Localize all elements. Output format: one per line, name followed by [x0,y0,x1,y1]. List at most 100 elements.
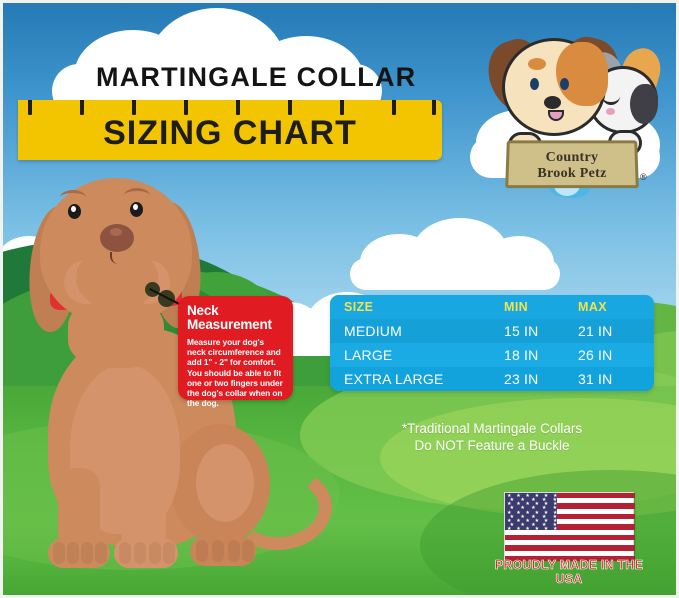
logo-cat-eye-icon [602,96,620,105]
logo-dog-patch [556,42,608,106]
table-cell-min: 15 IN [504,323,539,339]
table-row: EXTRA LARGE 23 IN 31 IN [330,367,654,391]
flag-star-icon: ★ [525,501,530,508]
table-cell-size: EXTRA LARGE [344,371,444,387]
ruler-ticks [18,100,442,116]
buckle-footnote: *Traditional Martingale Collars Do NOT F… [330,420,654,454]
table-row: MEDIUM 15 IN 21 IN [330,319,654,343]
table-cell-max: 31 IN [578,371,613,387]
flag-star-icon: ★ [552,497,558,504]
flag-star-icon: ★ [541,505,547,512]
footnote-line-2: Do NOT Feature a Buckle [414,438,570,453]
flag-star-icon: ★ [543,501,549,508]
flag-star-icon: ★ [553,493,558,500]
flag-star-icon: ★ [516,501,521,508]
page-title: SIZING CHART [103,114,357,152]
flag-star-icon: ★ [543,525,549,532]
flag-star-icon: ★ [553,501,558,508]
flag-star-icon: ★ [516,509,521,516]
dog-eyebrow [124,188,150,203]
flag-star-icon: ★ [531,497,536,504]
flag-star-icon: ★ [525,493,530,500]
made-in-usa-badge: ★ ★ ★ ★ ★ ★ ★ ★ ★ ★ ★ ★ ★ ★ ★ ★ ★ ★ ★ ★ ★ ★ ★ ★ ★ ★ ★ ★ ★ ★ ★ ★ ★ ★ ★ ★ ★ ★ ★ ★… [495,492,643,586]
flag-star-icon: ★ [543,509,549,516]
flag-star-icon: ★ [531,513,536,520]
logo-dog-nose-icon [544,96,561,109]
flag-star-icon: ★ [525,517,530,524]
table-cell-min: 23 IN [504,371,539,387]
flag-star-icon: ★ [516,517,521,524]
flag-star-icon: ★ [534,493,540,500]
dog-illustration [14,168,337,580]
flag-star-icon: ★ [509,497,515,504]
dog-eye-highlight [71,206,76,212]
flag-star-icon: ★ [552,521,558,528]
flag-star-icon: ★ [553,509,558,516]
country-brook-petz-logo: Country Brook Petz ® [479,22,666,198]
usa-flag-icon: ★ ★ ★ ★ ★ ★ ★ ★ ★ ★ ★ ★ ★ ★ ★ ★ ★ ★ ★ ★ ★ ★ ★ ★ ★ ★ ★ ★ ★ ★ ★ ★ ★ ★ ★ ★ ★ ★ ★ ★… [504,492,635,561]
flag-star-icon: ★ [534,509,540,516]
table-header-size: SIZE [344,300,374,314]
flag-star-icon: ★ [543,517,549,524]
flag-star-icon: ★ [531,521,536,528]
flag-star-icon: ★ [520,497,525,504]
cloud-shape [350,218,560,290]
flag-star-icon: ★ [553,525,558,532]
table-header-min: MIN [504,300,529,314]
flag-star-icon: ★ [552,505,558,512]
flag-star-icon: ★ [525,525,530,532]
table-row: LARGE 18 IN 26 IN [330,343,654,367]
flag-star-icon: ★ [531,505,536,512]
flag-star-icon: ★ [516,493,521,500]
flag-star-icon: ★ [534,501,540,508]
dog-paw [114,538,178,568]
ruler-banner: SIZING CHART [18,100,442,160]
flag-star-icon: ★ [507,525,512,532]
flag-star-icon: ★ [552,513,558,520]
flag-star-icon: ★ [520,505,525,512]
neck-measurement-callout: Neck Measurement Measure your dog's neck… [178,296,293,408]
logo-dog-spot [528,58,546,70]
callout-body: Measure your dog's neck circumference an… [187,337,283,409]
logo-cat-nose-icon [606,108,615,115]
table-cell-size: MEDIUM [344,323,402,339]
sizing-table: SIZE MIN MAX MEDIUM 15 IN 21 IN LARGE 18… [330,295,654,391]
flag-star-icon: ★ [509,513,515,520]
flag-star-icon: ★ [520,513,525,520]
dog-haunch-highlight [196,444,254,522]
flag-star-icon: ★ [534,517,540,524]
dog-nose-highlight [110,228,122,236]
table-cell-max: 21 IN [578,323,613,339]
flag-canton: ★ ★ ★ ★ ★ ★ ★ ★ ★ ★ ★ ★ ★ ★ ★ ★ ★ ★ ★ ★ ★ ★ ★ ★ ★ ★ ★ ★ ★ ★ ★ ★ ★ ★ ★ ★ ★ ★ ★ ★… [505,493,558,532]
logo-signboard-text: Country Brook Petz [506,142,638,190]
registered-trademark-mark: ® [640,172,647,182]
page-subtitle: MARTINGALE COLLAR [96,62,417,92]
logo-dog-eye-icon [560,78,569,90]
flag-star-icon: ★ [520,521,525,528]
flag-star-icon: ★ [507,493,512,500]
flag-star-icon: ★ [516,525,521,532]
flag-star-icon: ★ [553,517,558,524]
logo-text-line2: Brook Petz [537,166,607,181]
dog-paw [190,536,256,566]
dog-eye-highlight [133,204,138,210]
dog-paw [48,538,110,568]
footnote-line-1: *Traditional Martingale Collars [401,421,583,436]
table-header-max: MAX [578,300,607,314]
flag-star-icon: ★ [543,493,549,500]
made-in-usa-label: PROUDLY MADE IN THE USA [494,558,644,587]
dog-mouth [110,252,124,264]
dog-eyebrow [60,190,86,205]
flag-star-icon: ★ [507,509,512,516]
flag-star-icon: ★ [509,521,515,528]
table-header-row: SIZE MIN MAX [330,295,654,319]
flag-star-icon: ★ [525,509,530,516]
logo-dog-eye-icon [530,78,539,90]
table-cell-size: LARGE [344,347,393,363]
logo-cat-patch [630,84,658,124]
table-cell-max: 26 IN [578,347,613,363]
flag-star-icon: ★ [507,517,512,524]
flag-star-icon: ★ [534,525,540,532]
table-cell-min: 18 IN [504,347,539,363]
